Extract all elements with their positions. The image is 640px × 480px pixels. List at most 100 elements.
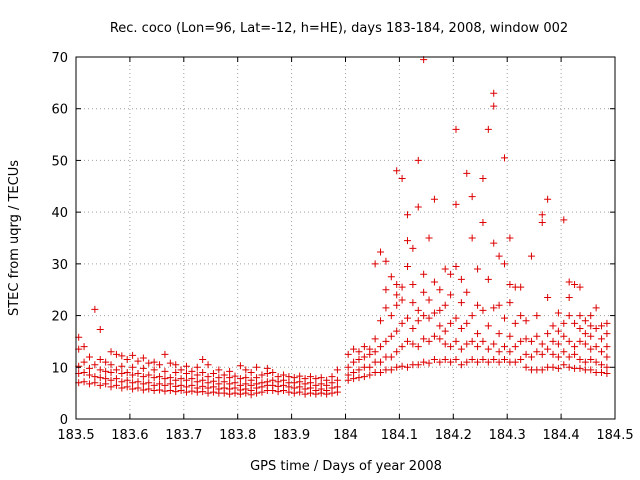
data-point [560,319,568,327]
data-point [107,348,115,356]
data-point [85,353,93,361]
data-point [96,356,104,364]
data-point [409,325,417,332]
data-point [565,293,573,301]
data-point [414,203,422,211]
data-point [506,281,514,289]
data-point [506,299,514,307]
data-point [145,359,153,367]
data-point [420,358,428,366]
y-tick-label: 40 [51,206,68,221]
y-axis-ticks: 0 10 20 30 40 50 60 70 [51,51,615,428]
data-point [560,361,568,369]
data-point [549,363,557,371]
data-point [441,327,449,335]
data-point [490,102,498,110]
data-point [285,373,293,381]
data-point [118,352,126,360]
data-point [576,283,584,291]
data-point [182,362,190,370]
data-point [544,195,552,203]
data-point [102,358,110,366]
data-point [366,371,374,379]
data-point [441,340,449,348]
data-point [403,363,411,371]
data-point [301,375,309,383]
data-point [538,350,546,358]
data-point [328,379,336,387]
data-point [468,356,476,364]
data-point [134,369,142,377]
data-point [220,371,228,379]
data-point [425,314,433,322]
data-point [377,368,385,376]
data-point [182,369,190,377]
data-point [560,348,568,356]
y-tick-label: 50 [51,154,68,169]
data-point [139,364,147,372]
data-point [377,248,385,256]
data-point [312,381,320,389]
data-point [350,358,358,366]
data-point [129,371,137,379]
data-point [328,373,336,381]
data-point [484,275,492,283]
data-point [544,345,552,353]
data-point [350,345,358,353]
data-point [565,353,573,361]
data-point [85,371,93,379]
data-point [576,312,584,320]
data-point [102,367,110,375]
data-point [161,381,169,389]
data-point [317,374,325,382]
data-point [377,358,385,366]
data-point [231,372,239,380]
data-point [576,356,584,364]
x-tick-label: 184.3 [489,428,526,443]
data-point [123,368,131,376]
data-point [129,351,137,359]
data-point [139,380,147,388]
data-point [134,384,142,392]
data-point [123,356,131,364]
data-point [517,337,525,345]
data-point [393,301,401,309]
data-point [161,367,169,375]
data-point [355,348,363,356]
data-point [501,356,509,364]
data-point [118,378,126,386]
data-point [403,262,411,270]
data-point [215,366,223,374]
data-point [91,361,99,369]
data-point [226,374,234,382]
data-point [393,167,401,175]
data-point [549,322,557,330]
x-axis-ticks: 183.5 183.6 183.7 183.8 183.9 184 184.1 184.2 18… [57,57,634,443]
data-point [571,319,579,327]
data-point [522,335,530,343]
data-point [479,218,487,226]
data-point [269,368,277,376]
data-point [468,312,476,320]
data-point [296,372,304,380]
data-point [350,375,358,383]
data-point [463,169,471,177]
data-point [425,296,433,304]
data-point [420,312,428,320]
data-point [581,340,589,348]
data-point [344,363,352,371]
data-point [571,350,579,358]
data-point [393,348,401,356]
data-point [193,378,201,386]
x-tick-label: 183.8 [219,428,256,443]
data-point [242,380,250,388]
data-point [527,353,535,361]
data-point [166,387,174,395]
data-point [91,373,99,381]
data-point [139,386,147,394]
data-point [209,369,217,377]
data-point [371,335,379,343]
data-point [236,362,244,370]
data-point [377,343,385,351]
data-point [80,343,88,351]
